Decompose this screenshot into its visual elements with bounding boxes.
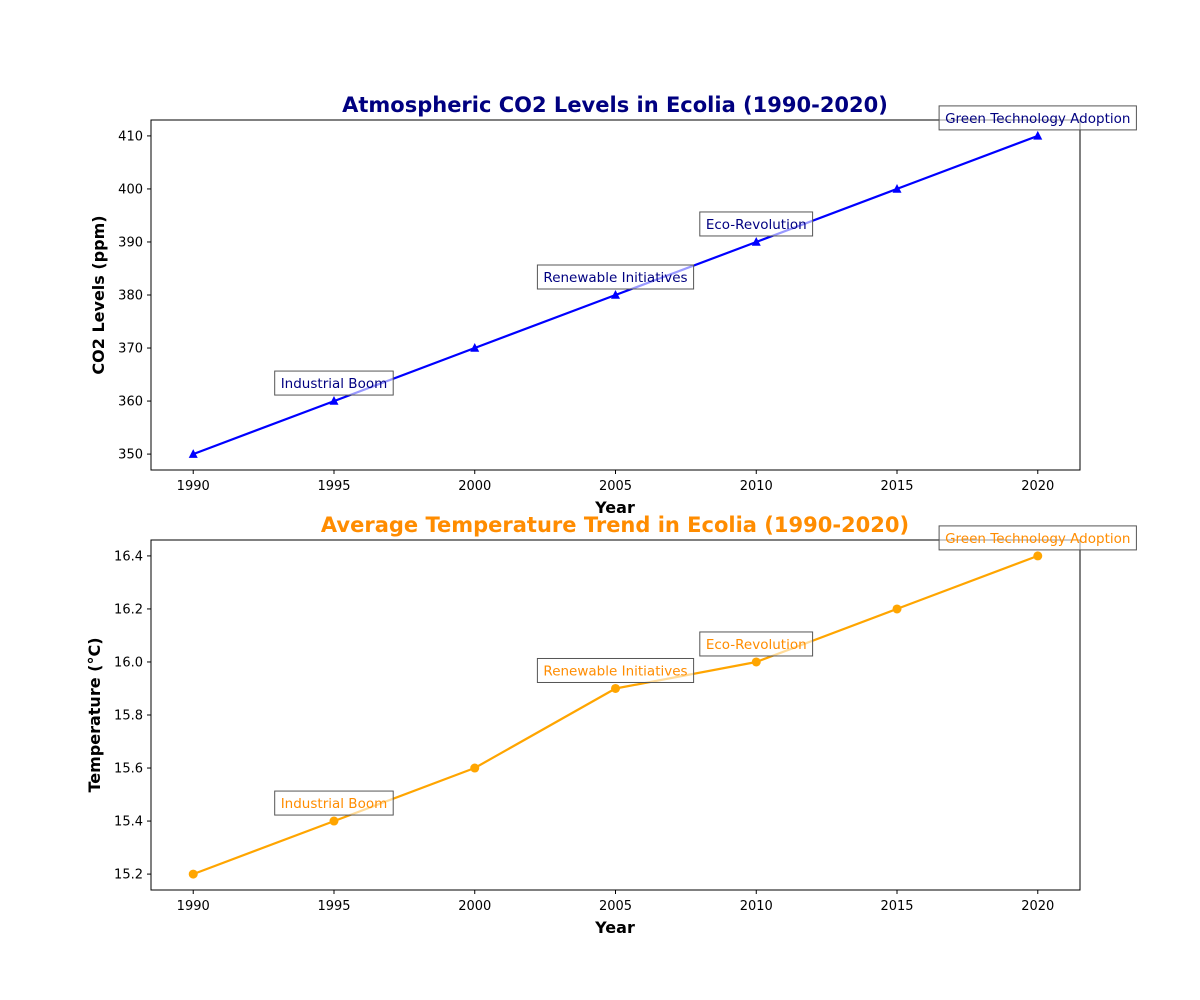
temperature-chart: Average Temperature Trend in Ecolia (199… — [85, 513, 1137, 937]
annotation: Renewable Initiatives — [536, 264, 695, 290]
annotation-layer: Industrial Boom Renewable Initiatives Eco-… — [274, 105, 1137, 396]
x-tick-label: 2005 — [599, 479, 632, 494]
annotation-box — [536, 264, 695, 290]
annotation-label: Renewable Initiatives — [543, 270, 687, 286]
y-tick-label: 15.2 — [114, 868, 143, 883]
annotation-label: Industrial Boom — [281, 796, 388, 812]
annotation-layer: Industrial Boom Renewable Initiatives Eco-… — [274, 525, 1137, 816]
series-layer — [188, 551, 1043, 879]
y-tick-label: 16.4 — [114, 549, 143, 564]
annotation-label: Renewable Initiatives — [543, 663, 687, 679]
data-point — [611, 683, 620, 693]
x-axis-label: Year — [594, 918, 635, 937]
annotation-label: Green Technology Adoption — [945, 531, 1130, 547]
data-point — [611, 290, 620, 299]
y-tick-label: 410 — [118, 129, 143, 144]
annotation: Industrial Boom — [274, 790, 394, 816]
y-tick-label: 360 — [118, 395, 143, 410]
y-tick-label: 15.6 — [114, 762, 143, 777]
x-tick-label: 1990 — [177, 899, 210, 914]
data-point — [892, 604, 902, 614]
data-point — [892, 183, 902, 193]
annotation-box — [938, 525, 1137, 551]
data-point — [188, 869, 198, 879]
data-point — [329, 396, 339, 405]
annotation-label: Green Technology Adoption — [945, 111, 1130, 127]
chart-title: Average Temperature Trend in Ecolia (199… — [321, 513, 909, 537]
x-tick-label: 1995 — [317, 479, 350, 494]
annotation-box — [274, 370, 394, 396]
x-tick-label: 2000 — [458, 899, 491, 914]
annotation: Industrial Boom — [274, 370, 394, 396]
annotation: Renewable Initiatives — [536, 657, 695, 683]
x-tick-label: 1995 — [317, 899, 350, 914]
annotation-label: Eco-Revolution — [706, 217, 807, 233]
annotation-box — [274, 790, 394, 816]
x-tick-label: 2020 — [1021, 899, 1054, 914]
annotation-label: Eco-Revolution — [706, 637, 807, 653]
data-point — [470, 763, 480, 773]
data-point — [470, 343, 480, 352]
y-axis-label: CO2 Levels (ppm) — [89, 215, 108, 374]
y-tick-label: 16.2 — [114, 602, 143, 617]
x-tick-label: 2015 — [880, 479, 913, 494]
annotation: Eco-Revolution — [699, 211, 814, 237]
y-tick-label: 380 — [118, 289, 143, 304]
axis-ticks: 1990 1995 2000 2005 2010 2015 2020 15.2 15.4 15.6… — [114, 549, 1054, 914]
series-layer — [188, 130, 1043, 458]
annotation-box — [938, 105, 1137, 131]
x-tick-label: 2010 — [740, 479, 773, 494]
co2-chart: Atmospheric CO2 Levels in Ecolia (1990-2… — [89, 93, 1137, 517]
annotation-box — [699, 631, 814, 657]
data-point — [1033, 130, 1043, 140]
x-tick-label: 2005 — [599, 899, 632, 914]
y-tick-label: 16.0 — [114, 655, 143, 670]
y-tick-label: 15.8 — [114, 709, 143, 724]
annotation-label: Industrial Boom — [281, 376, 388, 392]
annotation-box — [536, 657, 695, 683]
x-tick-label: 2020 — [1021, 479, 1054, 494]
data-point — [1033, 551, 1043, 561]
x-tick-label: 2010 — [740, 899, 773, 914]
y-tick-label: 400 — [118, 182, 143, 197]
data-point — [188, 449, 198, 458]
y-tick-label: 350 — [118, 448, 143, 463]
y-tick-label: 15.4 — [114, 815, 143, 830]
annotation: Green Technology Adoption — [938, 105, 1137, 131]
y-tick-label: 390 — [118, 235, 143, 250]
annotation-box — [699, 211, 814, 237]
x-tick-label: 2015 — [880, 899, 913, 914]
y-tick-label: 370 — [118, 342, 143, 357]
annotation: Eco-Revolution — [699, 631, 814, 657]
x-tick-label: 2000 — [458, 479, 491, 494]
annotation: Green Technology Adoption — [938, 525, 1137, 551]
x-axis-label: Year — [594, 498, 635, 517]
axis-ticks: 1990 1995 2000 2005 2010 2015 2020 350 360 370 380… — [118, 129, 1054, 494]
data-point — [329, 816, 339, 826]
x-tick-label: 1990 — [177, 479, 210, 494]
data-point — [751, 236, 761, 246]
y-axis-label: Temperature (°C) — [85, 637, 104, 792]
data-point — [751, 657, 761, 667]
chart-title: Atmospheric CO2 Levels in Ecolia (1990-2… — [342, 93, 888, 117]
